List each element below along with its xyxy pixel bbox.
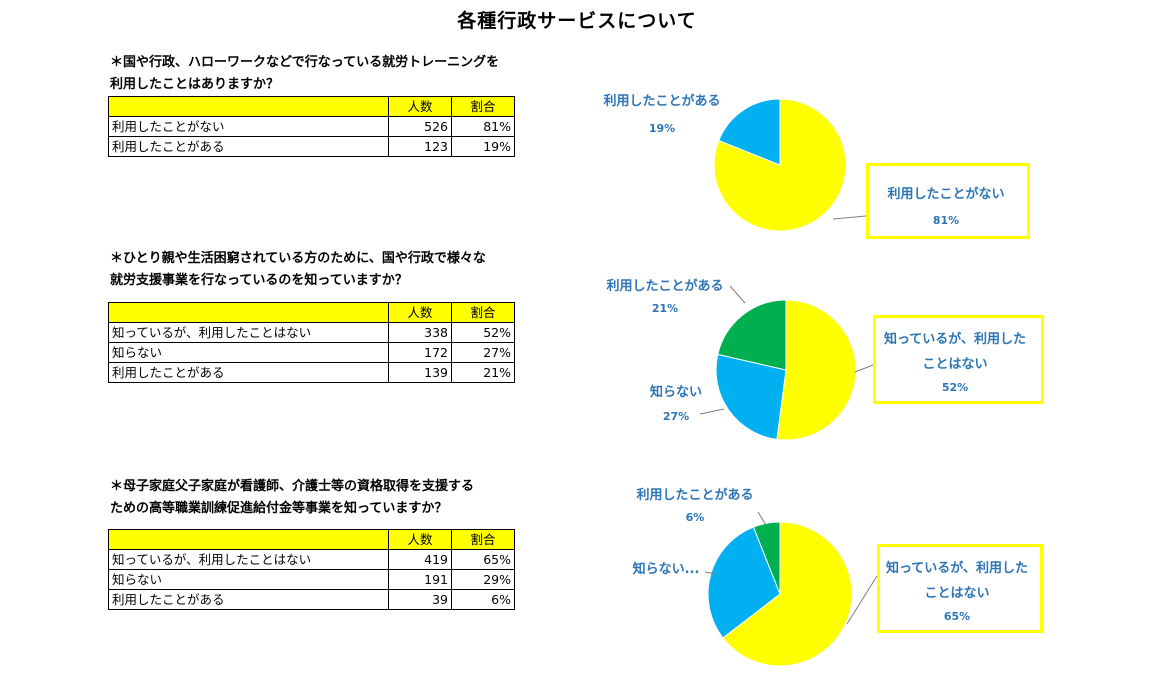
pie-1-slice-label-1: 利用したことがない	[887, 186, 1004, 202]
table-row: 知っているが、利用したことはない 419 65%	[108, 549, 515, 570]
header-ratio: 割合	[451, 96, 515, 117]
pie-2-slice-2	[715, 353, 787, 440]
row-count: 139	[388, 362, 452, 383]
label-box-2	[873, 315, 1044, 404]
row-pct: 29%	[451, 569, 515, 590]
row-count: 338	[388, 322, 452, 343]
pie-2-slice-label-1: 知っているが、利用した	[884, 331, 1026, 347]
pie-2-leader-3	[729, 285, 746, 304]
row-count: 526	[388, 116, 452, 137]
row-label: 利用したことがある	[108, 362, 389, 383]
pie-3-slice-label-1: ことはない	[924, 586, 989, 601]
question-2: ＊ひとり親や生活困窮されている方のために、国や行政で様々な 就労支援事業を行なっ…	[110, 251, 486, 288]
header-count: 人数	[388, 96, 452, 117]
pie-2-pct-label-3: 21%	[652, 302, 678, 315]
pie-1-leader-1	[832, 215, 867, 220]
pie-3-slice-3	[752, 521, 781, 595]
pie-3-slice-label-2: 知らない...	[633, 561, 700, 577]
row-count: 39	[388, 589, 452, 610]
pie-3-slice-2	[707, 526, 781, 639]
label-box-1	[866, 163, 1030, 239]
question-3: ＊母子家庭父子家庭が看護師、介護士等の資格取得を支援する ための高等職業訓練促進…	[110, 479, 475, 516]
pie-2-leader-1	[854, 364, 874, 373]
row-pct: 6%	[451, 589, 515, 610]
table-1: 人数 割合 利用したことがない 526 81% 利用したことがある 123 19…	[108, 96, 515, 157]
pie-3-slice-1	[722, 521, 853, 667]
pie-3-pct-label-1: 65%	[944, 610, 970, 623]
header-blank	[108, 96, 389, 117]
row-pct: 65%	[451, 549, 515, 570]
table-header: 人数 割合	[108, 96, 515, 117]
pie-1-slice-label-2: 利用したことがある	[603, 93, 720, 109]
pie-1-pct-label-2: 19%	[649, 122, 675, 135]
pie-2-slice-label-2: 知らない	[650, 384, 702, 400]
question-1: ＊国や行政、ハローワークなどで行なっている就労トレーニングを 利用したことはあり…	[110, 55, 500, 92]
pie-2-slice-3	[717, 299, 787, 371]
pie-3-slice-label-3: 利用したことがある	[636, 487, 753, 503]
row-pct: 21%	[451, 362, 515, 383]
pie-2-slice-label-3: 利用したことがある	[606, 278, 723, 294]
table-row: 利用したことがある 39 6%	[108, 589, 515, 610]
row-count: 123	[388, 136, 452, 157]
pie-2-pct-label-1: 52%	[942, 381, 968, 394]
pie-1-slice-2	[718, 98, 781, 166]
header-ratio: 割合	[451, 302, 515, 323]
pie-3-leader-3	[757, 511, 767, 526]
row-label: 利用したことがある	[108, 136, 389, 157]
table-3: 人数 割合 知っているが、利用したことはない 419 65% 知らない 191 …	[108, 529, 515, 610]
pie-3-pct-label-3: 6%	[686, 511, 705, 524]
pie-1-pct-label-1: 81%	[933, 214, 959, 227]
table-2: 人数 割合 知っているが、利用したことはない 338 52% 知らない 172 …	[108, 302, 515, 383]
table-header: 人数 割合	[108, 529, 515, 550]
pie-3-slice-label-1: 知っているが、利用した	[886, 560, 1028, 576]
row-label: 知っているが、利用したことはない	[108, 322, 389, 343]
pie-2-pct-label-2: 27%	[663, 410, 689, 423]
table-row: 利用したことがある 123 19%	[108, 136, 515, 157]
row-pct: 19%	[451, 136, 515, 157]
table-row: 利用したことがある 139 21%	[108, 362, 515, 383]
header-blank	[108, 529, 389, 550]
page-title: 各種行政サービスについて	[457, 10, 697, 32]
label-box-3	[877, 544, 1043, 633]
row-pct: 27%	[451, 342, 515, 363]
row-count: 419	[388, 549, 452, 570]
pie-2-slice-label-1: ことはない	[922, 357, 987, 372]
pie-2-slice-1	[776, 299, 857, 441]
table-row: 知っているが、利用したことはない 338 52%	[108, 322, 515, 343]
header-ratio: 割合	[451, 529, 515, 550]
pie-3-leader-2	[704, 571, 717, 575]
pie-3-leader-1	[846, 575, 878, 625]
row-label: 利用したことがある	[108, 589, 389, 610]
pie-2-leader-2	[699, 408, 725, 415]
table-row: 知らない 172 27%	[108, 342, 515, 363]
header-count: 人数	[388, 302, 452, 323]
